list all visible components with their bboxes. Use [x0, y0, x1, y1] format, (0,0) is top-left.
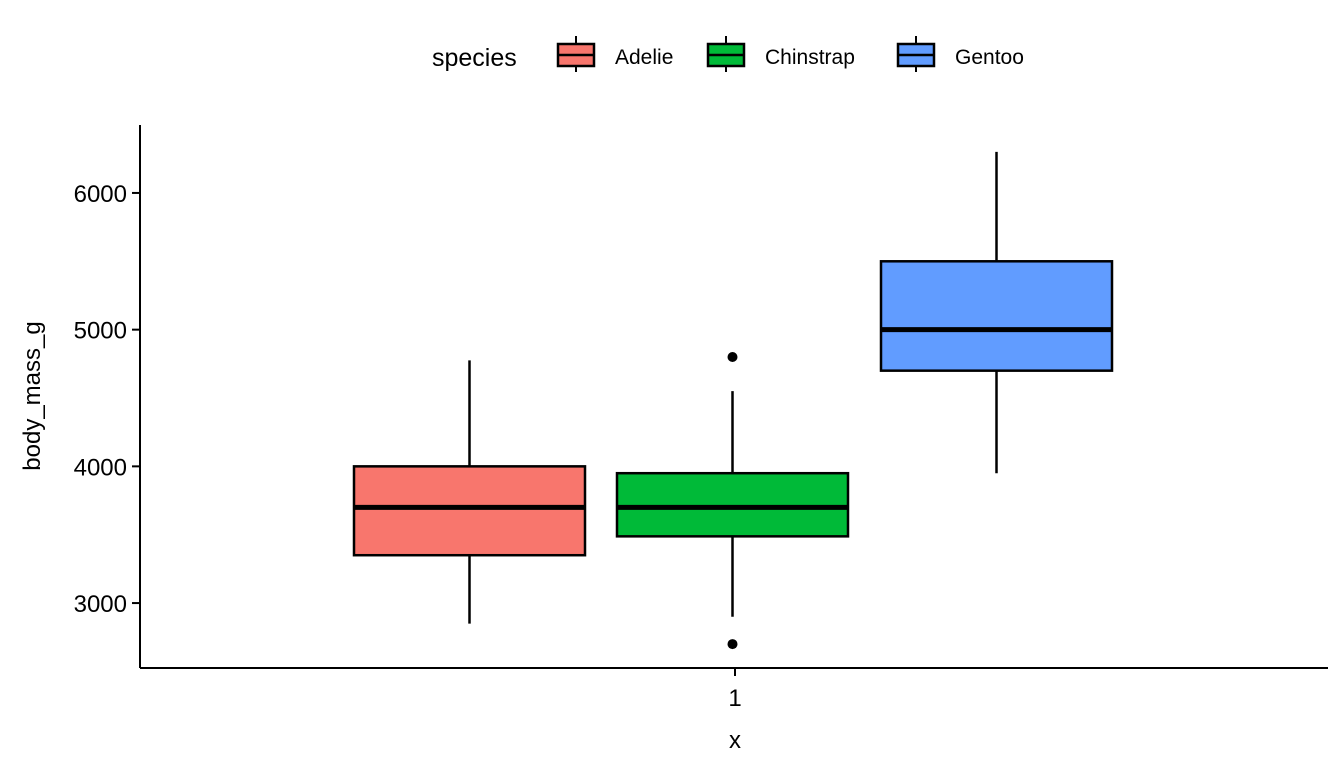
- y-tick-label: 5000: [74, 318, 127, 345]
- y-tick-label: 6000: [74, 181, 127, 208]
- boxes: [352, 151, 1114, 650]
- legend-label: Adelie: [615, 46, 673, 69]
- x-tick-label: 1: [728, 685, 741, 712]
- legend-item-adelie: Adelie: [556, 36, 673, 72]
- box-chinstrap: [615, 351, 850, 650]
- legend: species Adelie Chinstrap Gentoo: [432, 36, 1024, 72]
- axes: 1 x body_mass_g: [19, 125, 1328, 754]
- legend-item-chinstrap: Chinstrap: [706, 36, 855, 72]
- iqr-box: [879, 260, 1114, 372]
- legend-label: Chinstrap: [765, 46, 855, 69]
- y-tick-label: 4000: [74, 454, 127, 481]
- y-tick-label: 3000: [74, 591, 127, 618]
- box-adelie: [352, 360, 587, 624]
- legend-item-gentoo: Gentoo: [896, 36, 1024, 72]
- iqr-box: [615, 471, 850, 538]
- iqr-box: [352, 465, 587, 557]
- y-ticks: 3000 4000 5000 6000: [74, 181, 140, 618]
- box-gentoo: [879, 151, 1114, 474]
- outlier-point: [727, 351, 738, 362]
- y-axis-title: body_mass_g: [19, 321, 46, 470]
- legend-label: Gentoo: [955, 46, 1024, 69]
- legend-title: species: [432, 44, 517, 72]
- x-axis-title: x: [729, 727, 741, 754]
- outlier-point: [727, 639, 738, 650]
